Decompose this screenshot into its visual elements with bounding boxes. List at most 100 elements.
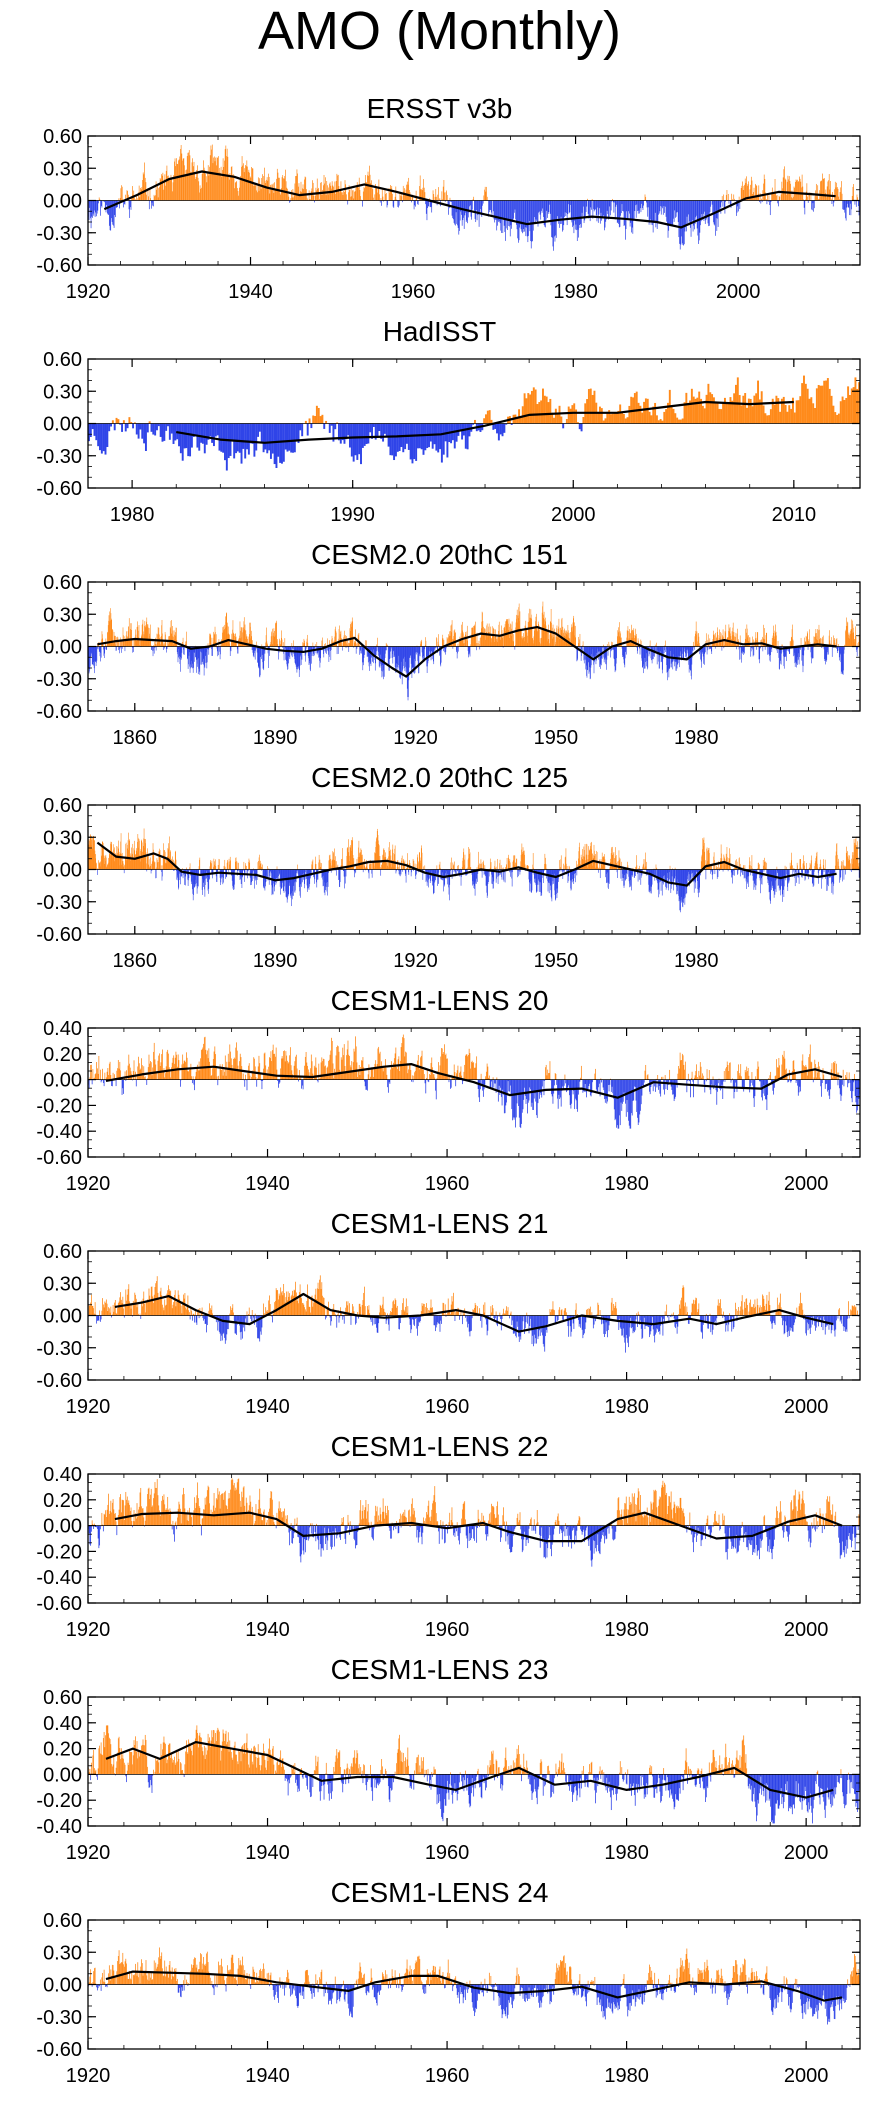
positive-bar (779, 411, 782, 424)
positive-bar (122, 199, 124, 201)
positive-bar (209, 636, 211, 647)
positive-bar (767, 193, 768, 201)
positive-bar (454, 861, 455, 870)
positive-bar (543, 614, 544, 647)
positive-bar (110, 608, 111, 647)
positive-bar (363, 861, 364, 870)
positive-bar (437, 194, 439, 201)
negative-bar (658, 646, 660, 669)
positive-bar (546, 629, 547, 647)
positive-bar (233, 632, 235, 647)
positive-bar (266, 641, 268, 647)
negative-bar (203, 646, 205, 676)
positive-bar (220, 643, 222, 647)
positive-bar (532, 387, 535, 424)
positive-bar (332, 853, 334, 870)
negative-bar (453, 200, 454, 220)
positive-bar (784, 178, 786, 201)
negative-bar (571, 200, 573, 223)
positive-bar (644, 398, 647, 424)
positive-bar (282, 175, 284, 201)
positive-bar (222, 630, 224, 647)
positive-bar (347, 847, 348, 870)
negative-bar (179, 423, 182, 454)
positive-bar (423, 866, 424, 870)
positive-bar (633, 632, 634, 647)
positive-bar (695, 621, 697, 647)
negative-bar (204, 869, 206, 897)
positive-bar (93, 835, 95, 870)
negative-bar (434, 869, 435, 883)
negative-bar (254, 869, 256, 876)
negative-bar (469, 646, 470, 655)
negative-bar (513, 200, 514, 219)
negative-bar (168, 423, 171, 440)
positive-bar (238, 863, 239, 870)
negative-bar (700, 646, 701, 660)
negative-bar (453, 200, 455, 223)
positive-bar (135, 854, 137, 870)
positive-bar (124, 641, 125, 647)
positive-bar (112, 643, 114, 647)
negative-bar (230, 646, 232, 652)
positive-bar (165, 863, 166, 870)
positive-bar (244, 629, 245, 647)
positive-bar (783, 169, 785, 201)
negative-bar (225, 423, 228, 471)
negative-bar (447, 200, 449, 206)
positive-bar (856, 194, 858, 201)
negative-bar (493, 200, 495, 220)
negative-bar (181, 423, 184, 461)
positive-bar (352, 190, 353, 201)
negative-bar (655, 646, 657, 652)
negative-bar (684, 200, 686, 232)
negative-bar (307, 869, 308, 892)
negative-bar (450, 200, 452, 202)
positive-bar (801, 383, 804, 424)
positive-bar (230, 175, 231, 201)
negative-bar (380, 423, 383, 439)
negative-bar (179, 646, 181, 664)
negative-bar (271, 869, 272, 886)
positive-bar (844, 645, 846, 647)
negative-bar (192, 646, 193, 669)
positive-bar (635, 636, 637, 647)
positive-bar (549, 645, 550, 647)
negative-bar (826, 646, 827, 662)
positive-bar (213, 864, 215, 870)
positive-bar (213, 157, 214, 201)
positive-bar (569, 643, 570, 647)
negative-bar (343, 869, 345, 877)
negative-bar (716, 200, 718, 231)
positive-bar (750, 184, 751, 201)
positive-bar (528, 622, 529, 647)
positive-bar (391, 185, 393, 201)
positive-bar (352, 635, 354, 647)
negative-bar (320, 869, 322, 871)
positive-bar (261, 644, 263, 647)
positive-bar (125, 640, 127, 647)
positive-bar (322, 637, 323, 647)
positive-bar (164, 174, 166, 201)
chart-title: HadISST (382, 316, 497, 347)
negative-bar (426, 200, 428, 221)
negative-bar (408, 869, 410, 875)
positive-bar (320, 866, 321, 870)
positive-bar (713, 630, 714, 647)
negative-bar (664, 646, 665, 651)
positive-bar (123, 636, 125, 647)
positive-bar (509, 862, 511, 870)
negative-bar (837, 646, 838, 651)
positive-bar (214, 633, 215, 647)
negative-bar (196, 869, 197, 884)
positive-bar (272, 184, 273, 201)
positive-bar (731, 631, 733, 647)
negative-bar (319, 646, 320, 661)
positive-bar (280, 194, 282, 201)
positive-bar (784, 166, 785, 201)
positive-bar (571, 405, 574, 424)
positive-bar (545, 617, 546, 647)
negative-bar (180, 869, 182, 877)
positive-bar (718, 643, 719, 647)
positive-bar (731, 400, 734, 424)
